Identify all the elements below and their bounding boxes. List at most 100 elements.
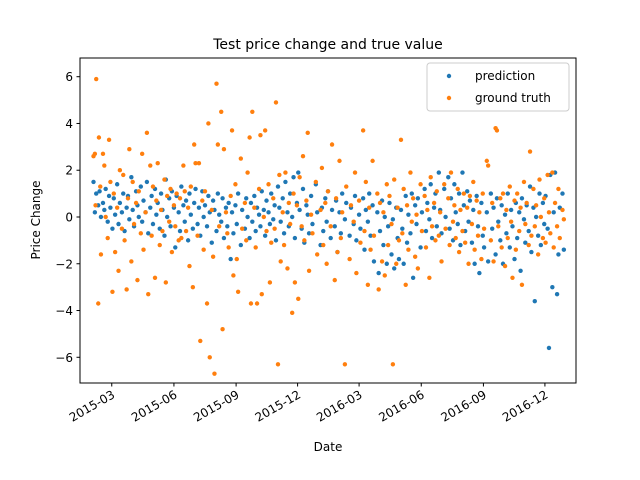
ground-truth-point [302, 238, 307, 243]
ground-truth-point [239, 226, 245, 231]
ground-truth-point [119, 226, 125, 231]
prediction-point [550, 284, 555, 290]
prediction-point [401, 261, 406, 266]
ground-truth-point [392, 177, 397, 182]
y-tick-label: −2 [55, 257, 73, 271]
prediction-point [244, 196, 249, 201]
prediction-point [477, 270, 482, 276]
prediction-point [158, 191, 164, 196]
prediction-point [414, 221, 419, 227]
ground-truth-point [164, 193, 170, 199]
ground-truth-point [387, 193, 392, 199]
ground-truth-point [533, 203, 539, 208]
ground-truth-point [467, 193, 473, 199]
ground-truth-point [281, 242, 287, 248]
prediction-point [273, 238, 279, 243]
ground-truth-point [171, 203, 177, 208]
ground-truth-point [548, 231, 553, 236]
prediction-point [148, 205, 153, 210]
prediction-point [493, 252, 498, 257]
prediction-point [306, 231, 312, 236]
prediction-point [278, 219, 283, 224]
prediction-point [204, 224, 210, 229]
y-tick-label: 6 [65, 70, 73, 84]
prediction-point [271, 217, 276, 222]
prediction-point [238, 242, 244, 248]
prediction-point [484, 210, 489, 215]
ground-truth-point [215, 142, 221, 147]
ground-truth-point [139, 151, 145, 157]
prediction-point [181, 203, 186, 208]
prediction-point [188, 212, 194, 217]
prediction-point [545, 226, 550, 231]
prediction-point [469, 240, 475, 245]
ground-truth-point [538, 214, 544, 220]
ground-truth-point [162, 177, 167, 182]
ground-truth-point [494, 128, 500, 133]
prediction-point [488, 191, 494, 196]
prediction-point [183, 198, 189, 203]
ground-truth-point [292, 280, 298, 285]
ground-truth-point [245, 170, 250, 175]
ground-truth-point [431, 200, 437, 206]
prediction-point [304, 203, 309, 208]
prediction-point [360, 196, 366, 201]
ground-truth-point [381, 210, 386, 215]
prediction-point [352, 193, 358, 199]
ground-truth-point [329, 142, 335, 147]
prediction-point [214, 228, 219, 234]
ground-truth-point [297, 175, 302, 180]
prediction-point [209, 240, 214, 245]
prediction-point [305, 212, 310, 217]
ground-truth-point [169, 249, 175, 255]
ground-truth-point [406, 247, 411, 252]
prediction-point [272, 203, 277, 208]
ground-truth-point [221, 146, 227, 152]
prediction-point [108, 205, 113, 210]
prediction-point [376, 270, 381, 276]
prediction-point [475, 224, 481, 229]
prediction-point [510, 224, 515, 229]
ground-truth-point [354, 270, 359, 276]
ground-truth-point [275, 362, 281, 367]
ground-truth-point [475, 233, 481, 238]
prediction-point [542, 221, 547, 227]
ground-truth-point [375, 191, 380, 196]
ground-truth-point [394, 261, 399, 266]
ground-truth-point [561, 217, 567, 222]
prediction-point [436, 170, 442, 175]
prediction-point [521, 217, 527, 222]
ground-truth-point [403, 282, 408, 287]
prediction-point [408, 231, 413, 236]
ground-truth-point [271, 196, 276, 201]
ground-truth-point [225, 231, 230, 236]
ground-truth-point [121, 172, 126, 178]
ground-truth-point [138, 231, 144, 236]
ground-truth-point [554, 224, 560, 229]
ground-truth-point [261, 214, 266, 220]
prediction-point [505, 191, 510, 196]
ground-truth-point [141, 247, 146, 252]
ground-truth-point [379, 259, 385, 264]
prediction-point [182, 219, 187, 224]
prediction-point [285, 210, 290, 215]
ground-truth-point [344, 184, 349, 189]
prediction-point [256, 212, 262, 217]
ground-truth-point [398, 137, 404, 143]
prediction-point [280, 196, 285, 201]
ground-truth-point [425, 207, 430, 213]
prediction-point [537, 191, 542, 196]
ground-truth-point [474, 198, 479, 203]
prediction-point [144, 179, 150, 185]
prediction-point [127, 217, 132, 222]
prediction-point [185, 238, 191, 243]
ground-truth-point [266, 182, 271, 187]
prediction-point [429, 235, 435, 241]
prediction-point [124, 205, 129, 210]
ground-truth-point [356, 198, 362, 203]
ground-truth-point [229, 128, 235, 133]
ground-truth-point [532, 224, 537, 229]
ground-truth-point [527, 149, 533, 154]
ground-truth-point [396, 238, 402, 243]
